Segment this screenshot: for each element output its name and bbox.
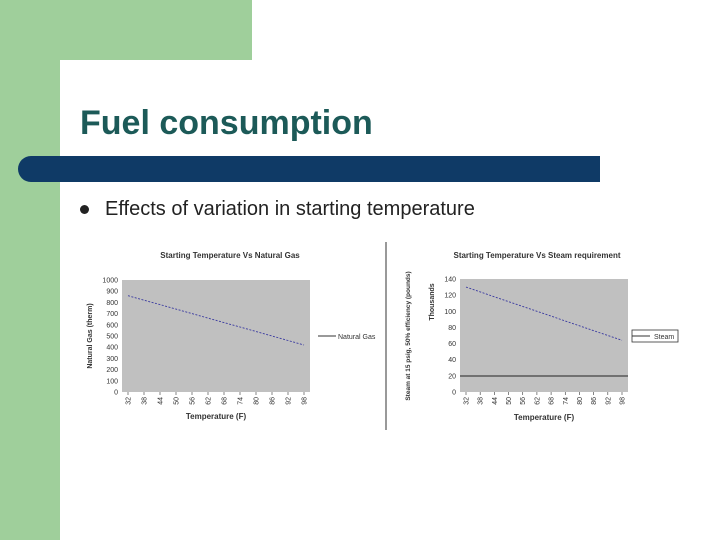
- y-tick-label: 80: [448, 325, 456, 332]
- chart-steam: Starting Temperature Vs Steam requiremen…: [405, 251, 679, 422]
- slide-title: Fuel consumption: [80, 104, 373, 142]
- x-axis-ticks: 32 38 44 50 56 62 68 74 80 86 92 98: [126, 392, 309, 405]
- x-tick-label: 38: [478, 397, 485, 405]
- x-tick-label: 98: [620, 397, 627, 405]
- title-underline-bar: [18, 156, 600, 182]
- y-tick-label: 40: [448, 357, 456, 364]
- chart-title: Starting Temperature Vs Natural Gas: [160, 251, 300, 260]
- x-tick-label: 92: [286, 397, 293, 405]
- y-tick-label: 60: [448, 341, 456, 348]
- bullet-text: Effects of variation in starting tempera…: [105, 198, 475, 220]
- series-layer: [127, 295, 305, 346]
- x-tick-label: 92: [605, 397, 612, 405]
- chart-natural-gas: Starting Temperature Vs Natural Gas 1000…: [87, 251, 376, 421]
- x-tick-label: 68: [222, 397, 229, 405]
- x-tick-label: 74: [238, 397, 245, 405]
- y-tick-label: 1000: [102, 278, 118, 285]
- x-axis-label: Temperature (F): [186, 412, 247, 421]
- y-tick-label: 900: [106, 289, 118, 296]
- x-axis-label: Temperature (F): [514, 413, 575, 422]
- x-tick-label: 56: [520, 397, 527, 405]
- y-tick-label: 0: [452, 390, 456, 397]
- plot-area: [122, 280, 310, 392]
- series-line: [465, 286, 623, 341]
- plot-area: [460, 279, 628, 392]
- y-tick-label: 500: [106, 334, 118, 341]
- y-tick-label: 140: [444, 277, 456, 284]
- x-tick-label: 50: [174, 397, 181, 405]
- y-tick-label: 100: [444, 309, 456, 316]
- legend-label: Natural Gas: [338, 334, 376, 341]
- x-tick-label: 32: [464, 397, 471, 405]
- x-tick-label: 68: [549, 397, 556, 405]
- y-tick-label: 200: [106, 367, 118, 374]
- x-axis-ticks: 32 38 44 50 56 62 68 74 80 86 92 98: [464, 392, 627, 405]
- x-tick-label: 56: [190, 397, 197, 405]
- x-tick-label: 80: [577, 397, 584, 405]
- bullet-dot-icon: [80, 205, 89, 214]
- y-tick-label: 0: [114, 390, 118, 397]
- y-tick-label: 800: [106, 300, 118, 307]
- series-line: [127, 295, 305, 346]
- x-tick-label: 32: [126, 397, 133, 405]
- y-tick-label: 100: [106, 378, 118, 385]
- bullet-item: Effects of variation in starting tempera…: [80, 198, 475, 221]
- series-layer: [465, 286, 623, 341]
- x-tick-label: 44: [492, 397, 499, 405]
- y-axis-label: Natural Gas (therm): [87, 303, 94, 368]
- x-tick-label: 86: [270, 397, 277, 405]
- x-tick-label: 50: [506, 397, 513, 405]
- chart-title: Starting Temperature Vs Steam requiremen…: [453, 251, 620, 260]
- accent-strip-top: [60, 0, 252, 60]
- y-tick-label: 600: [106, 322, 118, 329]
- y-tick-label: 400: [106, 345, 118, 352]
- accent-strip-left: [0, 0, 60, 540]
- legend-label: Steam: [654, 334, 674, 341]
- y-tick-label: 700: [106, 311, 118, 318]
- y-tick-label: 20: [448, 373, 456, 380]
- x-tick-label: 98: [302, 397, 309, 405]
- x-tick-label: 62: [206, 397, 213, 405]
- y-tick-label: 300: [106, 356, 118, 363]
- y-axis-label: Steam at 15 psig, 50% efficiency (pounds…: [405, 271, 412, 400]
- y-tick-label: 120: [444, 293, 456, 300]
- x-tick-label: 86: [591, 397, 598, 405]
- y-axis-ticks: 140 120 100 80 60 40 20 0: [444, 277, 456, 397]
- x-tick-label: 38: [142, 397, 149, 405]
- x-tick-label: 74: [563, 397, 570, 405]
- x-tick-label: 62: [534, 397, 541, 405]
- y-axis-unit-label: Thousands: [429, 283, 436, 320]
- x-tick-label: 80: [254, 397, 261, 405]
- x-tick-label: 44: [158, 397, 165, 405]
